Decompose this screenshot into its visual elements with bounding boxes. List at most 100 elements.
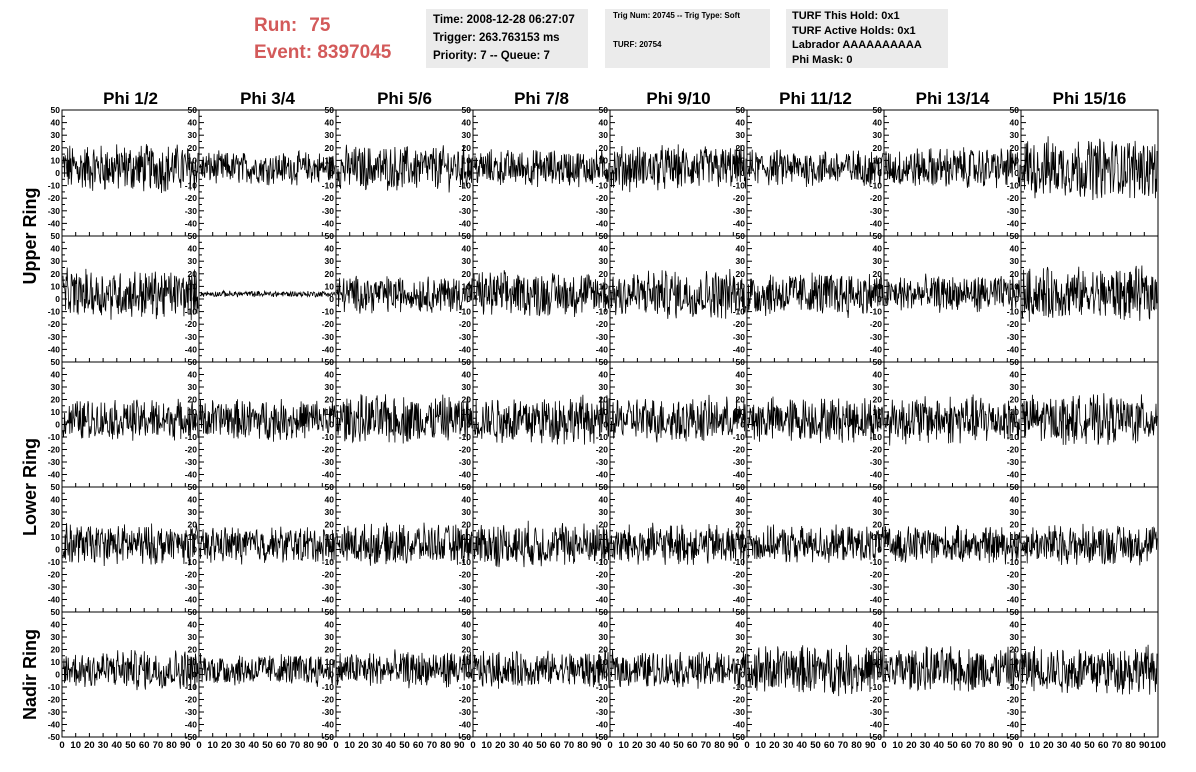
- y-tick-label: -30: [596, 332, 609, 342]
- waveform-trace: [1021, 265, 1158, 322]
- y-tick-label: -20: [596, 445, 609, 455]
- y-tick-label: -40: [733, 470, 746, 480]
- y-tick-label: 10: [325, 155, 335, 165]
- column-header: Phi 9/10: [646, 89, 710, 108]
- y-tick-label: 0: [740, 168, 745, 178]
- waveform-trace: [62, 523, 199, 567]
- y-tick-label: -50: [48, 732, 61, 742]
- x-tick-label: 40: [934, 740, 945, 751]
- y-tick-label: 0: [740, 670, 745, 680]
- y-tick-label: 20: [1010, 143, 1020, 153]
- x-tick-label: 80: [303, 740, 314, 751]
- y-tick-label: 40: [599, 370, 609, 380]
- y-tick-label: 10: [325, 407, 335, 417]
- y-tick-label: 20: [51, 395, 61, 405]
- y-tick-label: 10: [599, 155, 609, 165]
- y-tick-label: 10: [1010, 281, 1020, 291]
- x-tick-label: 30: [1057, 740, 1068, 751]
- y-tick-label: 0: [466, 545, 471, 555]
- y-tick-label: 20: [188, 520, 198, 530]
- y-tick-label: -40: [1007, 218, 1020, 228]
- x-tick-label: 60: [961, 740, 972, 751]
- y-tick-label: -40: [48, 720, 61, 730]
- y-tick-label: -30: [322, 332, 335, 342]
- y-tick-label: 10: [599, 407, 609, 417]
- y-tick-label: -10: [459, 682, 472, 692]
- y-tick-label: -50: [1007, 732, 1020, 742]
- x-tick-label: 0: [607, 740, 612, 751]
- y-tick-label: -30: [48, 582, 61, 592]
- y-tick-label: -40: [322, 218, 335, 228]
- x-tick-label: 40: [797, 740, 808, 751]
- y-tick-label: -10: [322, 432, 335, 442]
- panel-frame: [746, 109, 885, 237]
- y-tick-label: 10: [736, 532, 746, 542]
- y-tick-label: 50: [325, 482, 335, 492]
- y-tick-label: 0: [329, 168, 334, 178]
- y-tick-label: 50: [599, 231, 609, 241]
- x-tick-label: 30: [235, 740, 246, 751]
- y-tick-label: -40: [185, 470, 198, 480]
- y-tick-label: 10: [462, 407, 472, 417]
- y-tick-label: 30: [188, 382, 198, 392]
- waveform-trace: [884, 394, 1021, 446]
- y-tick-label: 40: [462, 620, 472, 630]
- y-tick-label: -20: [870, 193, 883, 203]
- x-tick-label: 10: [618, 740, 629, 751]
- waveform-trace: [199, 398, 336, 442]
- y-tick-label: -10: [733, 557, 746, 567]
- y-tick-label: -10: [733, 682, 746, 692]
- y-tick-label: -10: [48, 181, 61, 191]
- y-tick-label: -20: [870, 695, 883, 705]
- x-tick-label: 100: [1150, 740, 1166, 751]
- trig-info-box: Trig Num: 20745 -- Trig Type: Soft TURF:…: [605, 9, 770, 68]
- run-event-block: Run: 75 Event: 8397045: [254, 12, 391, 66]
- x-tick-label: 50: [262, 740, 273, 751]
- x-tick-label: 10: [755, 740, 766, 751]
- y-tick-label: 50: [873, 357, 883, 367]
- waveform-trace: [1021, 136, 1158, 201]
- y-tick-label: 50: [188, 482, 198, 492]
- waveform-trace: [884, 524, 1021, 565]
- y-tick-label: 40: [188, 244, 198, 254]
- y-tick-label: -30: [870, 332, 883, 342]
- y-tick-label: 20: [462, 645, 472, 655]
- y-tick-label: 40: [736, 244, 746, 254]
- y-tick-label: -30: [459, 582, 472, 592]
- waveform-trace: [199, 526, 336, 565]
- y-tick-label: -40: [1007, 720, 1020, 730]
- y-tick-label: 30: [325, 382, 335, 392]
- y-tick-label: -10: [596, 682, 609, 692]
- y-tick-label: 20: [462, 395, 472, 405]
- y-tick-label: -10: [870, 682, 883, 692]
- y-tick-label: -40: [322, 470, 335, 480]
- x-tick-label: 20: [358, 740, 369, 751]
- x-tick-label: 40: [660, 740, 671, 751]
- x-tick-label: 90: [1002, 740, 1013, 751]
- waveform-trace: [610, 394, 747, 443]
- y-tick-label: 50: [188, 105, 198, 115]
- y-tick-label: 20: [188, 143, 198, 153]
- y-tick-label: -20: [48, 193, 61, 203]
- waveform-trace: [336, 394, 473, 444]
- y-tick-label: 30: [462, 507, 472, 517]
- y-tick-label: -30: [870, 582, 883, 592]
- y-tick-label: -40: [596, 218, 609, 228]
- y-tick-label: 10: [325, 281, 335, 291]
- y-tick-label: -20: [733, 695, 746, 705]
- y-tick-label: -20: [322, 570, 335, 580]
- y-tick-label: 20: [1010, 395, 1020, 405]
- y-tick-label: 10: [736, 407, 746, 417]
- y-tick-label: 30: [599, 130, 609, 140]
- x-tick-label: 40: [386, 740, 397, 751]
- y-tick-label: -40: [48, 470, 61, 480]
- y-tick-label: -20: [48, 570, 61, 580]
- y-tick-label: -50: [733, 732, 746, 742]
- waveform-trace: [473, 149, 610, 188]
- y-tick-label: 30: [462, 382, 472, 392]
- waveform-trace: [336, 275, 473, 314]
- waveform-trace: [610, 522, 747, 566]
- y-tick-label: 30: [873, 632, 883, 642]
- y-tick-label: 50: [1010, 482, 1020, 492]
- y-tick-label: -40: [459, 344, 472, 354]
